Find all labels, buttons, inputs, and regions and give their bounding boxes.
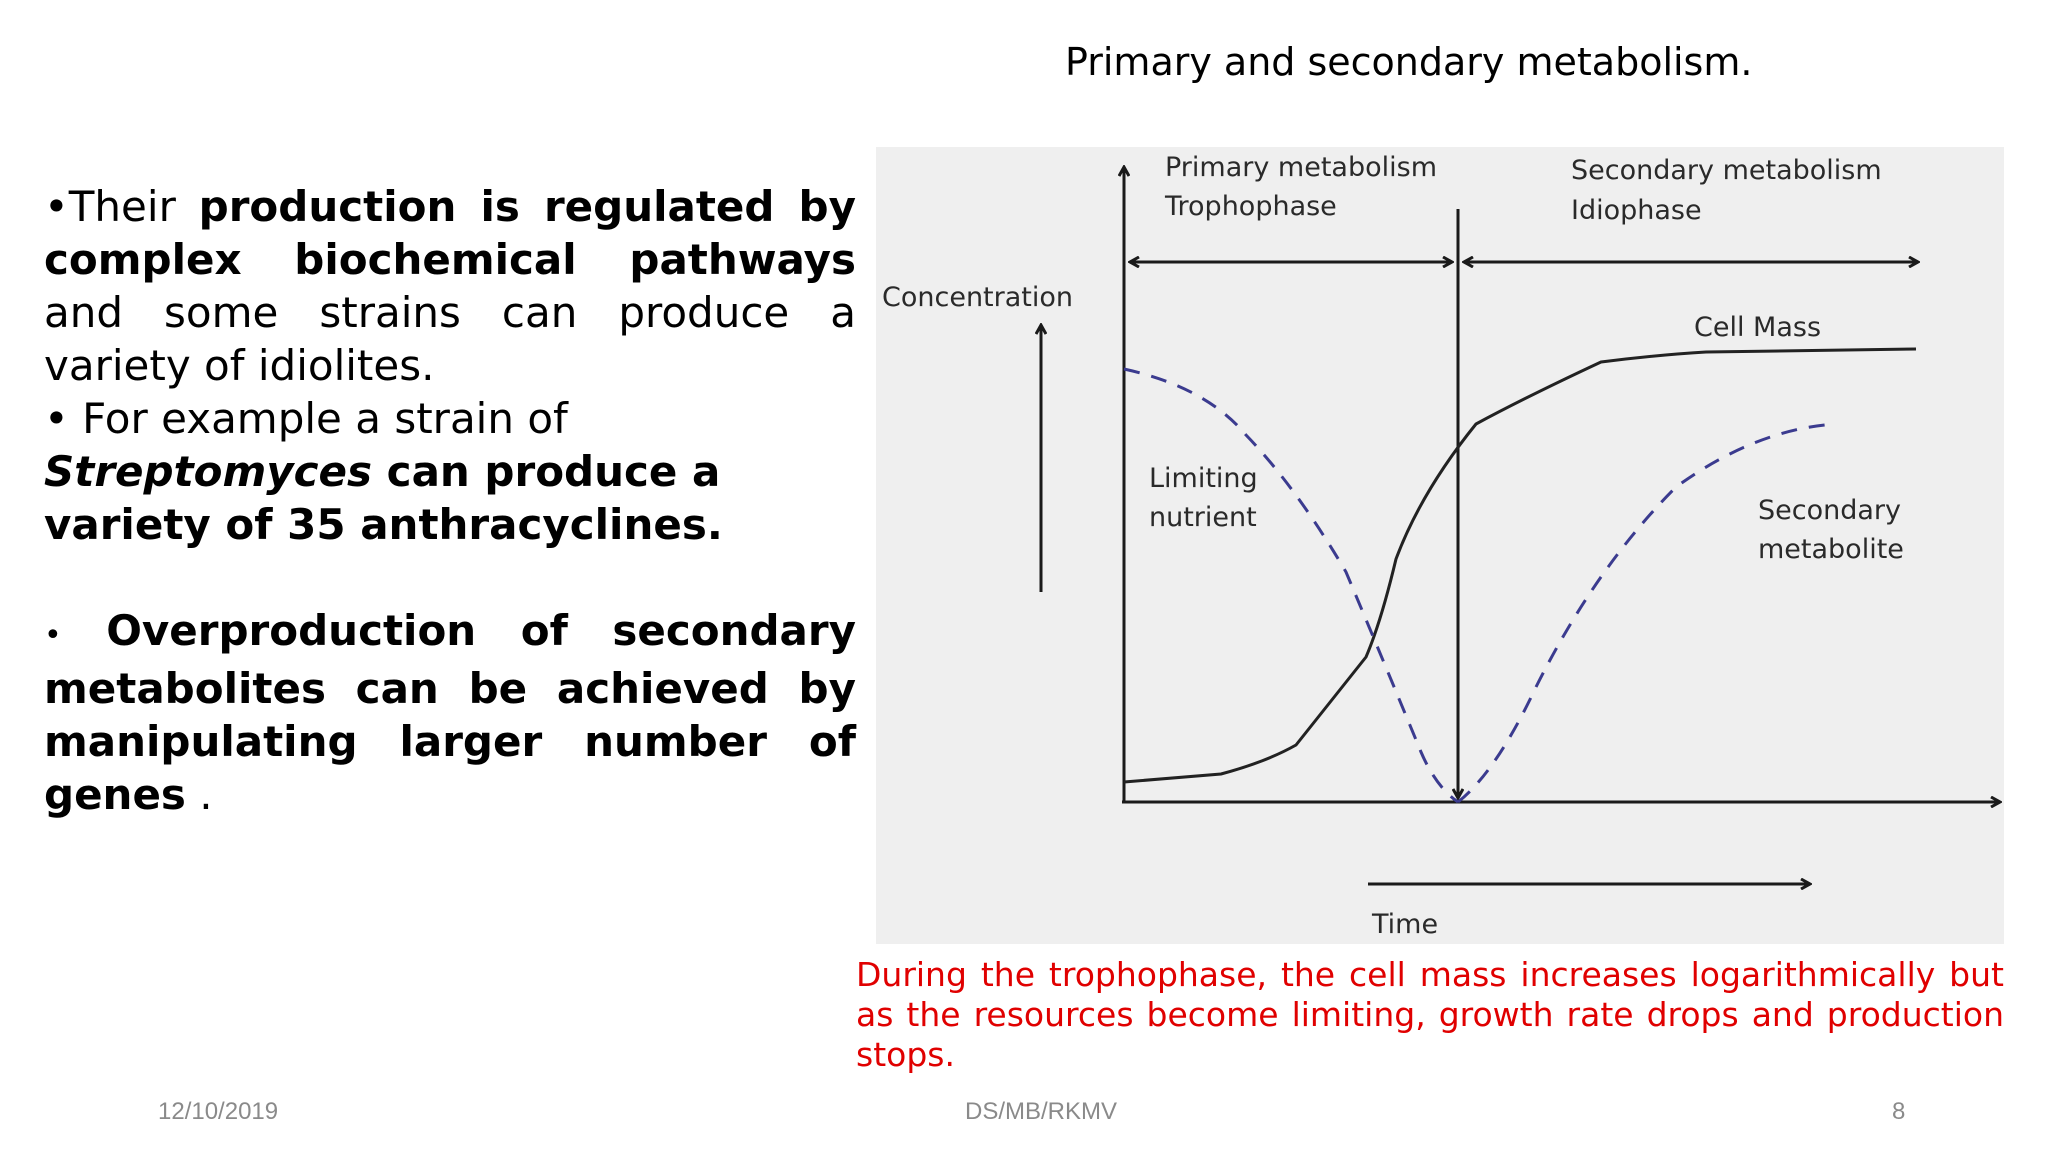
footer-date: 12/10/2019	[158, 1098, 279, 1125]
limiting-nutrient-curve	[1123, 367, 1459, 804]
primary-metabolism-label: Primary metabolism	[1165, 152, 1437, 183]
cell-mass-curve	[1123, 347, 1917, 784]
slide-title: Primary and secondary metabolism.	[1065, 40, 1753, 84]
secondary-metabolite-label: Secondary	[1758, 495, 1901, 526]
text-run: .	[185, 770, 213, 819]
bullet-paragraph-2: • For example a strain of Streptomyces ca…	[44, 392, 856, 551]
species-name: Streptomyces	[44, 447, 373, 496]
footer-author-code: DS/MB/RKMV	[965, 1098, 1118, 1125]
bold-run: production is regulated by complex bioch…	[44, 182, 856, 284]
cell-mass-label: Cell Mass	[1694, 312, 1821, 343]
secondary-metabolite-curve	[1457, 422, 1837, 804]
bold-run: can produce a variety of 35 anthracyclin…	[44, 447, 723, 549]
time-label: Time	[1371, 909, 1438, 940]
text-run: For example a strain of	[68, 394, 568, 443]
text-run: Their	[68, 182, 199, 231]
bullet-glyph: •	[44, 182, 69, 231]
limiting-nutrient-label: Limiting	[1149, 463, 1258, 494]
bold-run: Overproduction of secondary metabolites …	[44, 606, 856, 819]
bullet-glyph: •	[44, 618, 62, 653]
idiophase-label: Idiophase	[1571, 195, 1702, 226]
concentration-label: Concentration	[882, 282, 1073, 313]
diagram-caption: During the trophophase, the cell mass in…	[856, 955, 2004, 1074]
bullet-glyph: •	[44, 394, 69, 443]
secondary-metabolism-label: Secondary metabolism	[1571, 155, 1882, 186]
metabolism-diagram: Primary metabolism Trophophase Secondary…	[876, 147, 2004, 944]
limiting-nutrient-label: nutrient	[1149, 502, 1257, 533]
text-run: and some strains can produce a variety o…	[44, 288, 856, 390]
footer-page-number: 8	[1892, 1098, 1906, 1125]
bullet-paragraph-1: •Their production is regulated by comple…	[44, 180, 856, 392]
body-text: •Their production is regulated by comple…	[44, 180, 856, 821]
trophophase-label: Trophophase	[1164, 191, 1337, 222]
bullet-paragraph-3: • Overproduction of secondary metabolite…	[44, 604, 856, 821]
secondary-metabolite-label: metabolite	[1758, 534, 1904, 565]
